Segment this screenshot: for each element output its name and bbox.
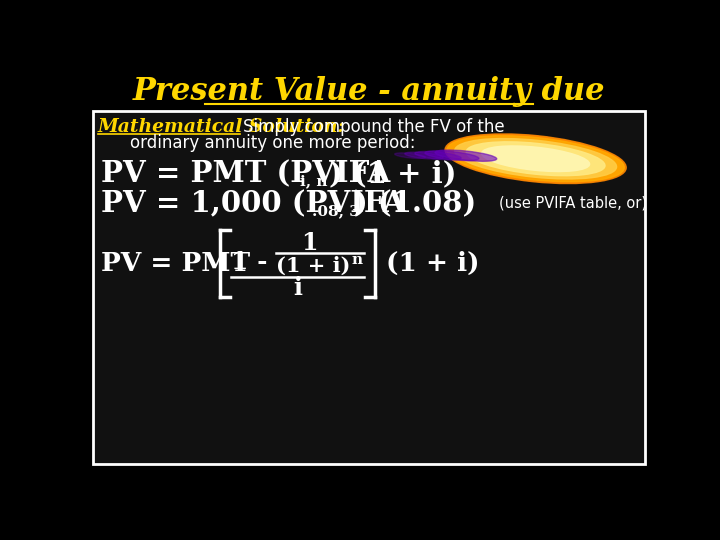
Text: (1 + i): (1 + i) — [386, 251, 480, 276]
Ellipse shape — [447, 134, 624, 183]
Text: PV = 1,000 (PVIFA: PV = 1,000 (PVIFA — [101, 189, 405, 218]
Ellipse shape — [467, 142, 605, 176]
Ellipse shape — [454, 137, 616, 180]
Text: ) (1.08): ) (1.08) — [354, 189, 476, 218]
Text: PV = PMT: PV = PMT — [101, 251, 250, 276]
Text: i: i — [293, 276, 302, 300]
Text: (1 + i): (1 + i) — [276, 256, 351, 276]
Text: n: n — [351, 253, 362, 267]
Ellipse shape — [482, 146, 590, 172]
Ellipse shape — [435, 150, 497, 161]
Text: ) (1 + i): ) (1 + i) — [330, 160, 457, 188]
Ellipse shape — [445, 134, 626, 184]
Ellipse shape — [415, 151, 461, 160]
Text: ordinary annuity one more period:: ordinary annuity one more period: — [130, 134, 416, 152]
Text: i, n: i, n — [300, 174, 328, 188]
FancyBboxPatch shape — [93, 111, 645, 464]
Text: 1: 1 — [301, 232, 318, 255]
Ellipse shape — [405, 152, 444, 159]
Ellipse shape — [451, 136, 621, 181]
Text: PV = PMT (PVIFA: PV = PMT (PVIFA — [101, 160, 390, 188]
Text: Simply compound the FV of the: Simply compound the FV of the — [243, 118, 504, 136]
Text: 1 -: 1 - — [231, 250, 268, 274]
Ellipse shape — [459, 138, 613, 179]
Text: (use PVIFA table, or): (use PVIFA table, or) — [499, 196, 647, 211]
Ellipse shape — [395, 153, 426, 158]
Ellipse shape — [467, 140, 605, 178]
Ellipse shape — [454, 139, 616, 179]
Ellipse shape — [425, 151, 479, 160]
Ellipse shape — [447, 136, 624, 182]
Text: .08, 3: .08, 3 — [312, 204, 360, 218]
Text: Present Value - annuity due: Present Value - annuity due — [132, 76, 606, 107]
Text: Mathematical Solution:: Mathematical Solution: — [98, 118, 345, 136]
